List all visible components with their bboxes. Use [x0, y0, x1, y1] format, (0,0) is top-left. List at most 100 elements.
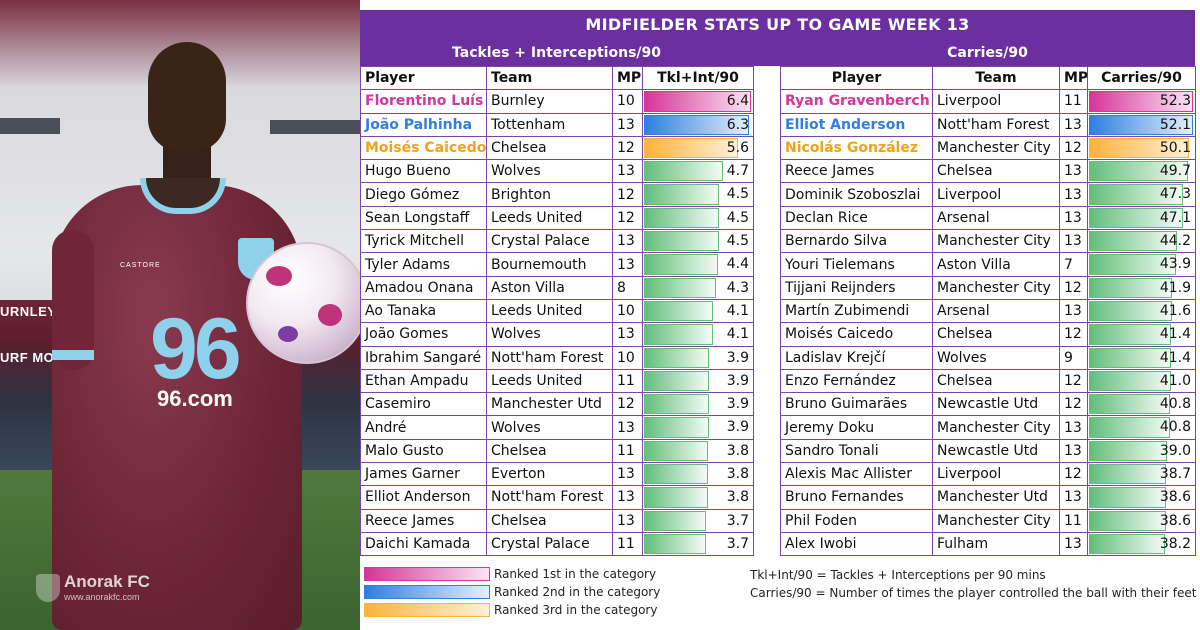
- matches-played: 13: [612, 229, 643, 254]
- stat-value: 41.0: [1159, 372, 1191, 389]
- stat-value: 49.7: [1159, 163, 1191, 180]
- matches-played: 12: [612, 135, 643, 161]
- stat-value: 4.7: [726, 163, 749, 180]
- team-name: Nott'ham Forest: [486, 345, 613, 370]
- stat-value: 3.9: [726, 372, 749, 389]
- table-row: Bernardo Silva Manchester City 13 44.2: [780, 229, 1196, 254]
- team-name: Liverpool: [932, 182, 1060, 207]
- stat-bar: [644, 324, 713, 345]
- team-name: Leeds United: [486, 368, 613, 394]
- player-name: Nicolás González: [780, 135, 933, 161]
- team-name: Chelsea: [932, 368, 1060, 394]
- matches-played: 12: [1059, 462, 1088, 487]
- stat-bar-cell: 41.6: [1087, 298, 1196, 324]
- stat-value: 52.1: [1159, 116, 1191, 133]
- stat-bar: [644, 114, 749, 135]
- player-name: Enzo Fernández: [780, 368, 933, 394]
- stat-bar: [1089, 207, 1183, 229]
- team-name: Burnley: [486, 89, 613, 114]
- note-text: Tkl+Int/90 = Tackles + Interceptions per…: [750, 568, 1046, 582]
- matches-played: 12: [1059, 322, 1088, 347]
- player-name: Declan Rice: [780, 205, 933, 231]
- player-name: Daichi Kamada: [360, 531, 487, 557]
- stat-bar-cell: 41.9: [1087, 275, 1196, 300]
- stat-value: 3.8: [726, 466, 749, 483]
- stand-roof: [270, 120, 360, 134]
- player-name: Jeremy Doku: [780, 415, 933, 440]
- stat-value: 3.9: [726, 396, 749, 413]
- stat-value: 40.8: [1159, 396, 1191, 413]
- legend-item: Ranked 1st in the category: [364, 566, 664, 583]
- player-name: Elliot Anderson: [780, 112, 933, 137]
- stat-bar-cell: 47.3: [1087, 182, 1196, 207]
- player-name: Alexis Mac Allister: [780, 462, 933, 487]
- team-name: Chelsea: [486, 135, 613, 161]
- player-name: Reece James: [360, 508, 487, 533]
- stat-bar: [644, 277, 716, 298]
- stat-value: 47.1: [1159, 209, 1191, 226]
- stat-value: 5.6: [726, 139, 749, 156]
- matches-played: 13: [612, 462, 643, 487]
- player-name: Ibrahim Sangaré: [360, 345, 487, 370]
- team-name: Chelsea: [932, 159, 1060, 184]
- table-row: Florentino Luís Burnley 10 6.4: [360, 89, 754, 114]
- stat-bar-cell: 6.3: [642, 112, 754, 137]
- player-name: Casemiro: [360, 392, 487, 417]
- player-name: Tyler Adams: [360, 252, 487, 277]
- table-row: Bruno Guimarães Newcastle Utd 12 40.8: [780, 392, 1196, 417]
- stat-bar: [644, 137, 738, 159]
- table-row: Bruno Fernandes Manchester Utd 13 38.6: [780, 485, 1196, 510]
- matches-played: 11: [612, 438, 643, 464]
- shirt-sleeve: [52, 230, 94, 370]
- team-name: Manchester City: [932, 508, 1060, 533]
- team-name: Liverpool: [932, 89, 1060, 114]
- matches-played: 12: [612, 182, 643, 207]
- matches-played: 13: [1059, 298, 1088, 324]
- stat-bar: [644, 91, 751, 112]
- stat-bar-cell: 4.5: [642, 205, 754, 231]
- shirt-sponsor: 96.com: [157, 386, 233, 411]
- matches-played: 12: [612, 205, 643, 231]
- stat-bar: [1089, 300, 1172, 322]
- stat-bar-cell: 50.1: [1087, 135, 1196, 161]
- legend-swatch-blue: [364, 585, 490, 599]
- matches-played: 8: [612, 275, 643, 300]
- legend-swatch-orange: [364, 603, 490, 617]
- team-name: Bournemouth: [486, 252, 613, 277]
- stat-bar-cell: 40.8: [1087, 415, 1196, 440]
- player-name: Ladislav Krejčí: [780, 345, 933, 370]
- team-name: Fulham: [932, 531, 1060, 557]
- player-name: Dominik Szoboszlai: [780, 182, 933, 207]
- player-name: Martín Zubimendi: [780, 298, 933, 324]
- table-row: Tyler Adams Bournemouth 13 4.4: [360, 252, 754, 277]
- stat-value: 3.7: [726, 512, 749, 529]
- stat-value: 47.3: [1159, 186, 1191, 203]
- stat-value: 39.0: [1159, 442, 1191, 459]
- stat-bar-cell: 43.9: [1087, 252, 1196, 277]
- player-name: Diego Gómez: [360, 182, 487, 207]
- stat-value: 44.2: [1159, 233, 1191, 250]
- stand-roof: [0, 118, 60, 134]
- player-name: Alex Iwobi: [780, 531, 933, 557]
- stat-bar-cell: 4.5: [642, 182, 754, 207]
- column-header: MP: [612, 65, 643, 91]
- team-name: Newcastle Utd: [932, 438, 1060, 464]
- matches-played: 13: [612, 415, 643, 440]
- stat-bar-cell: 38.2: [1087, 531, 1196, 557]
- stat-bar: [1089, 254, 1176, 275]
- column-header: Tkl+Int/90: [642, 65, 754, 91]
- table-row: Youri Tielemans Aston Villa 7 43.9: [780, 252, 1196, 277]
- stat-value: 4.3: [726, 279, 749, 296]
- table-row: Reece James Chelsea 13 3.7: [360, 508, 754, 533]
- section-title-tackles: Tackles + Interceptions/90: [360, 40, 753, 66]
- player-name: Bernardo Silva: [780, 229, 933, 254]
- matches-played: 10: [612, 298, 643, 324]
- matches-played: 13: [1059, 531, 1088, 557]
- table-row: Elliot Anderson Nott'ham Forest 13 52.1: [780, 112, 1196, 137]
- column-header: MP: [1059, 65, 1088, 91]
- stat-bar-cell: 40.8: [1087, 392, 1196, 417]
- stat-bar: [1089, 487, 1166, 508]
- stat-bar: [644, 440, 708, 462]
- stat-value: 41.4: [1159, 349, 1191, 366]
- stat-value: 3.9: [726, 349, 749, 366]
